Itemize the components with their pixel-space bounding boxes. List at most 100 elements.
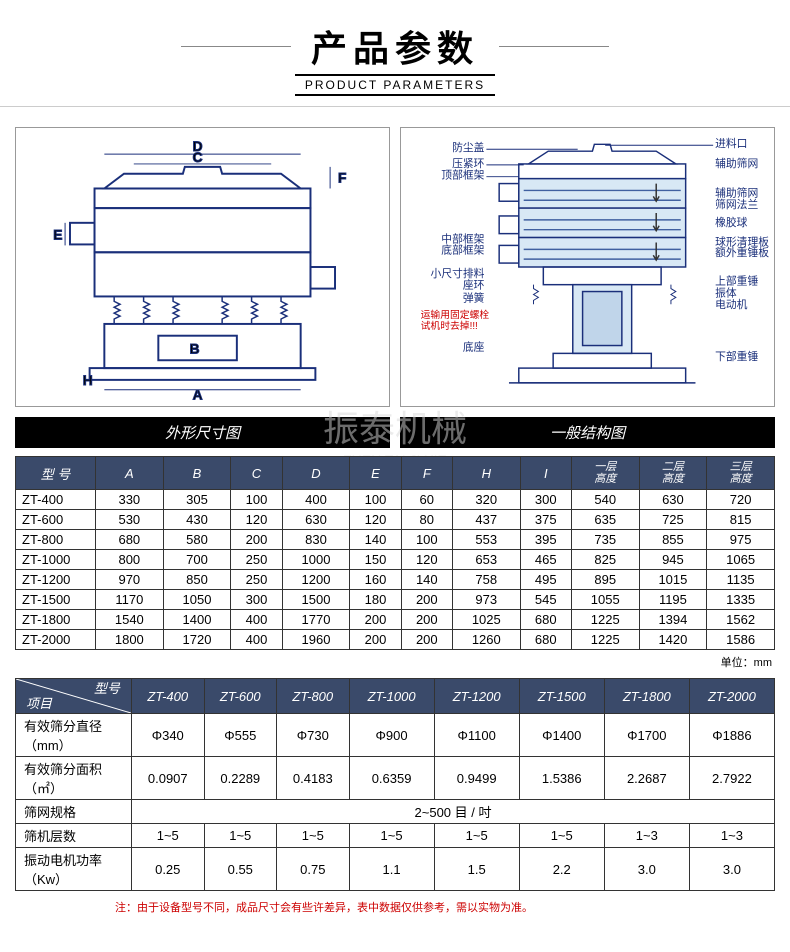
footnote: 注：由于设备型号不同，成品尺寸会有些许差异，表中数据仅供参考，需以实物为准。 [100, 895, 790, 930]
cell: 1260 [452, 630, 520, 650]
cell: 635 [571, 510, 639, 530]
cell: 630 [282, 510, 350, 530]
cell: 700 [163, 550, 231, 570]
t2-model: ZT-800 [277, 679, 350, 714]
table-row: 有效筛分直径（mm）Φ340Φ555Φ730Φ900Φ1100Φ1400Φ170… [16, 714, 775, 757]
row-label: 筛网规格 [16, 800, 132, 824]
cell: 150 [350, 550, 401, 570]
svg-text:底座: 底座 [463, 340, 485, 353]
table-row: 振动电机功率（Kw）0.250.550.751.11.52.23.03.0 [16, 848, 775, 891]
cell: 100 [401, 530, 452, 550]
cell: 545 [520, 590, 571, 610]
svg-text:C: C [193, 150, 203, 165]
caption-right: 一般结构图 [400, 417, 775, 448]
cell: 850 [163, 570, 231, 590]
cell: 720 [707, 490, 775, 510]
unit-label: 单位：mm [0, 654, 790, 670]
cell: Φ730 [277, 714, 350, 757]
svg-text:辅助筛网: 辅助筛网 [715, 157, 758, 170]
cell: Φ900 [349, 714, 434, 757]
cell: 1394 [639, 610, 707, 630]
cell: 1770 [282, 610, 350, 630]
cell: 200 [350, 630, 401, 650]
cell: 400 [231, 630, 282, 650]
cell: 1170 [96, 590, 164, 610]
cell: 1.5386 [519, 757, 604, 800]
t1-header: 二层高度 [639, 457, 707, 490]
t2-model: ZT-2000 [689, 679, 774, 714]
t1-header: B [163, 457, 231, 490]
t1-header: 型 号 [16, 457, 96, 490]
cell: 3.0 [604, 848, 689, 891]
cell: ZT-1000 [16, 550, 96, 570]
table-row: ZT-800680580200830140100553395735855975 [16, 530, 775, 550]
svg-text:运输用固定螺栓: 运输用固定螺栓 [421, 308, 490, 321]
cell: 300 [231, 590, 282, 610]
cell: 825 [571, 550, 639, 570]
svg-text:压紧环: 压紧环 [452, 158, 485, 170]
cell: 1050 [163, 590, 231, 610]
svg-text:防尘盖: 防尘盖 [452, 141, 485, 154]
cell: 495 [520, 570, 571, 590]
cell: ZT-1500 [16, 590, 96, 610]
cell: 1~5 [277, 824, 350, 848]
cell: 630 [639, 490, 707, 510]
svg-text:座环: 座环 [463, 279, 485, 292]
t2-model: ZT-1000 [349, 679, 434, 714]
svg-text:上部重锤: 上部重锤 [715, 275, 758, 288]
cell: 80 [401, 510, 452, 530]
cell: 0.75 [277, 848, 350, 891]
cell: 975 [707, 530, 775, 550]
table-row: ZT-1500117010503001500180200973545105511… [16, 590, 775, 610]
cell: 1055 [571, 590, 639, 610]
row-label: 筛机层数 [16, 824, 132, 848]
cell: 120 [231, 510, 282, 530]
cell: 653 [452, 550, 520, 570]
svg-text:A: A [193, 388, 203, 403]
cell: 1~3 [689, 824, 774, 848]
cell: 540 [571, 490, 639, 510]
header-subtitle: PRODUCT PARAMETERS [295, 74, 495, 96]
cell: ZT-600 [16, 510, 96, 530]
cell: 100 [350, 490, 401, 510]
cell: ZT-1800 [16, 610, 96, 630]
cell: 1540 [96, 610, 164, 630]
row-label: 振动电机功率（Kw） [16, 848, 132, 891]
cell: 2.7922 [689, 757, 774, 800]
cell: 437 [452, 510, 520, 530]
cell: 1135 [707, 570, 775, 590]
table-row: ZT-2000180017204001960200200126068012251… [16, 630, 775, 650]
cell: 3.0 [689, 848, 774, 891]
cell: 800 [96, 550, 164, 570]
svg-text:小尺寸排料: 小尺寸排料 [431, 267, 485, 280]
cell: 100 [231, 490, 282, 510]
cell: ZT-1200 [16, 570, 96, 590]
svg-text:额外重锤板: 额外重锤板 [715, 246, 769, 259]
table-row: 有效筛分面积（㎡）0.09070.22890.41830.63590.94991… [16, 757, 775, 800]
t1-header: E [350, 457, 401, 490]
dimensions-table: 型 号ABCDEFHI一层高度二层高度三层高度 ZT-4003303051004… [15, 456, 775, 650]
cell: 973 [452, 590, 520, 610]
cell: 1400 [163, 610, 231, 630]
table-row: ZT-40033030510040010060320300540630720 [16, 490, 775, 510]
cell: 1~5 [132, 824, 205, 848]
svg-text:橡胶球: 橡胶球 [715, 216, 748, 229]
svg-text:弹簧: 弹簧 [463, 291, 485, 304]
svg-text:H: H [83, 373, 93, 388]
cell: Φ1700 [604, 714, 689, 757]
cell: Φ1100 [434, 714, 519, 757]
t2-model: ZT-1200 [434, 679, 519, 714]
cell: 1586 [707, 630, 775, 650]
cell: 680 [520, 630, 571, 650]
diagram-row: D C F E B A H [0, 117, 790, 417]
cell: 200 [231, 530, 282, 550]
svg-text:顶部框架: 顶部框架 [441, 169, 484, 182]
cell: 1562 [707, 610, 775, 630]
cell: 735 [571, 530, 639, 550]
cell: 400 [282, 490, 350, 510]
cell: 160 [350, 570, 401, 590]
svg-text:下部重锤: 下部重锤 [715, 350, 758, 363]
cell: 400 [231, 610, 282, 630]
svg-text:进料口: 进料口 [715, 137, 747, 150]
cell: 855 [639, 530, 707, 550]
